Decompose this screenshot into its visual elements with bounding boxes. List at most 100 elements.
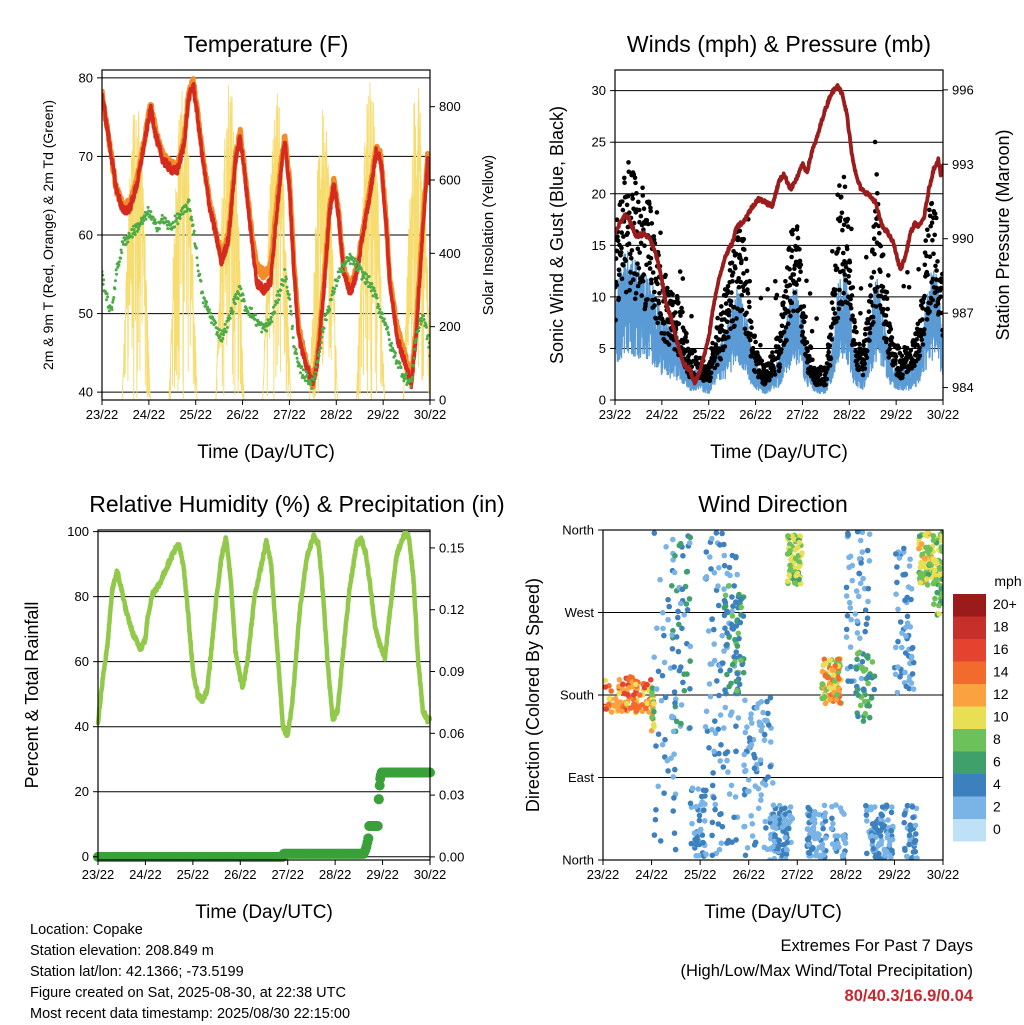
y2-tick-label: 990 bbox=[952, 231, 974, 246]
direction-point bbox=[715, 602, 722, 609]
y-tick-label: 60 bbox=[75, 654, 89, 669]
gust-point bbox=[628, 280, 633, 286]
dewpoint-point bbox=[141, 222, 144, 225]
direction-point bbox=[693, 803, 699, 810]
direction-point bbox=[670, 714, 676, 720]
dewpoint-point bbox=[126, 240, 130, 244]
gust-point bbox=[625, 230, 630, 236]
y-tick-label: 10 bbox=[592, 289, 606, 304]
direction-point bbox=[907, 556, 913, 562]
gust-point bbox=[880, 252, 886, 257]
direction-point bbox=[923, 544, 929, 551]
gust-point bbox=[864, 355, 870, 361]
direction-point bbox=[842, 840, 849, 846]
gust-point bbox=[624, 202, 630, 208]
direction-point bbox=[726, 634, 732, 640]
direction-point bbox=[901, 545, 907, 552]
direction-point bbox=[603, 677, 608, 684]
gust-point bbox=[746, 299, 752, 305]
direction-point bbox=[740, 613, 747, 619]
gust-point bbox=[649, 280, 654, 286]
direction-point bbox=[657, 838, 664, 844]
dewpoint-point bbox=[121, 240, 125, 244]
gust-point bbox=[726, 312, 732, 318]
dewpoint-point bbox=[301, 373, 305, 377]
direction-point bbox=[651, 832, 658, 838]
gust-point bbox=[843, 264, 849, 270]
gust-point bbox=[684, 331, 689, 336]
direction-point bbox=[731, 814, 737, 821]
gust-point bbox=[683, 334, 688, 340]
dewpoint-point bbox=[378, 307, 382, 311]
gust-point bbox=[861, 342, 866, 348]
gust-point bbox=[616, 272, 622, 278]
gust-point bbox=[630, 192, 635, 198]
direction-point bbox=[832, 845, 838, 852]
gust-point bbox=[635, 261, 640, 267]
direction-point bbox=[680, 553, 686, 559]
direction-point bbox=[908, 680, 915, 686]
gust-point bbox=[774, 292, 780, 298]
y2-tick-label: 0.09 bbox=[439, 664, 464, 679]
gust-point bbox=[885, 306, 890, 312]
gust-point bbox=[884, 336, 889, 342]
dewpoint-point bbox=[339, 269, 343, 273]
direction-point bbox=[687, 686, 693, 692]
direction-point bbox=[672, 766, 678, 773]
direction-point bbox=[936, 611, 943, 617]
gust-point bbox=[788, 313, 793, 319]
direction-point bbox=[900, 572, 906, 578]
gust-point bbox=[616, 267, 622, 273]
gust-point bbox=[845, 216, 851, 222]
dewpoint-point bbox=[255, 323, 259, 327]
x-tick-label: 27/22 bbox=[786, 407, 819, 422]
direction-point bbox=[687, 725, 693, 731]
gust-point bbox=[651, 237, 657, 242]
gust-point bbox=[835, 192, 840, 198]
direction-point bbox=[633, 708, 639, 714]
direction-point bbox=[676, 621, 682, 628]
dewpoint-point bbox=[173, 214, 177, 218]
gust-point bbox=[786, 309, 791, 315]
direction-point bbox=[796, 576, 802, 583]
y2-tick-label: 400 bbox=[439, 246, 461, 261]
gust-point bbox=[934, 215, 939, 221]
dewpoint-point bbox=[317, 354, 321, 358]
gust-point bbox=[848, 305, 854, 311]
direction-point bbox=[760, 709, 766, 716]
y-tick-label: 40 bbox=[79, 385, 93, 400]
dewpoint-point bbox=[195, 246, 198, 250]
direction-point bbox=[652, 816, 659, 823]
dewpoint-point bbox=[424, 325, 428, 329]
direction-point bbox=[876, 855, 883, 860]
x-tick-label: 30/22 bbox=[927, 407, 960, 422]
gust-point bbox=[839, 301, 845, 307]
x-tick-label: 29/22 bbox=[878, 867, 911, 882]
direction-point bbox=[806, 841, 812, 848]
direction-point bbox=[829, 803, 835, 810]
gust-point bbox=[868, 283, 873, 288]
direction-point bbox=[742, 729, 749, 736]
legend-swatch bbox=[953, 774, 986, 797]
dewpoint-point bbox=[193, 242, 197, 246]
direction-point bbox=[907, 624, 914, 630]
gust-point bbox=[663, 272, 668, 278]
gust-point bbox=[739, 258, 744, 263]
dewpoint-point bbox=[278, 294, 282, 298]
gust-point bbox=[722, 344, 728, 349]
direction-point bbox=[911, 839, 918, 845]
gust-point bbox=[616, 295, 621, 301]
direction-point bbox=[894, 579, 900, 586]
direction-point bbox=[812, 809, 818, 815]
dewpoint-point bbox=[260, 330, 264, 334]
dewpoint-point bbox=[283, 268, 287, 271]
direction-point bbox=[649, 691, 655, 698]
dewpoint-point bbox=[401, 373, 405, 376]
gust-point bbox=[719, 304, 724, 309]
gust-point bbox=[713, 342, 719, 347]
direction-point bbox=[873, 820, 879, 827]
direction-point bbox=[846, 599, 853, 606]
direction-point bbox=[709, 819, 716, 826]
gust-point bbox=[872, 251, 877, 257]
gust-point bbox=[849, 293, 855, 298]
